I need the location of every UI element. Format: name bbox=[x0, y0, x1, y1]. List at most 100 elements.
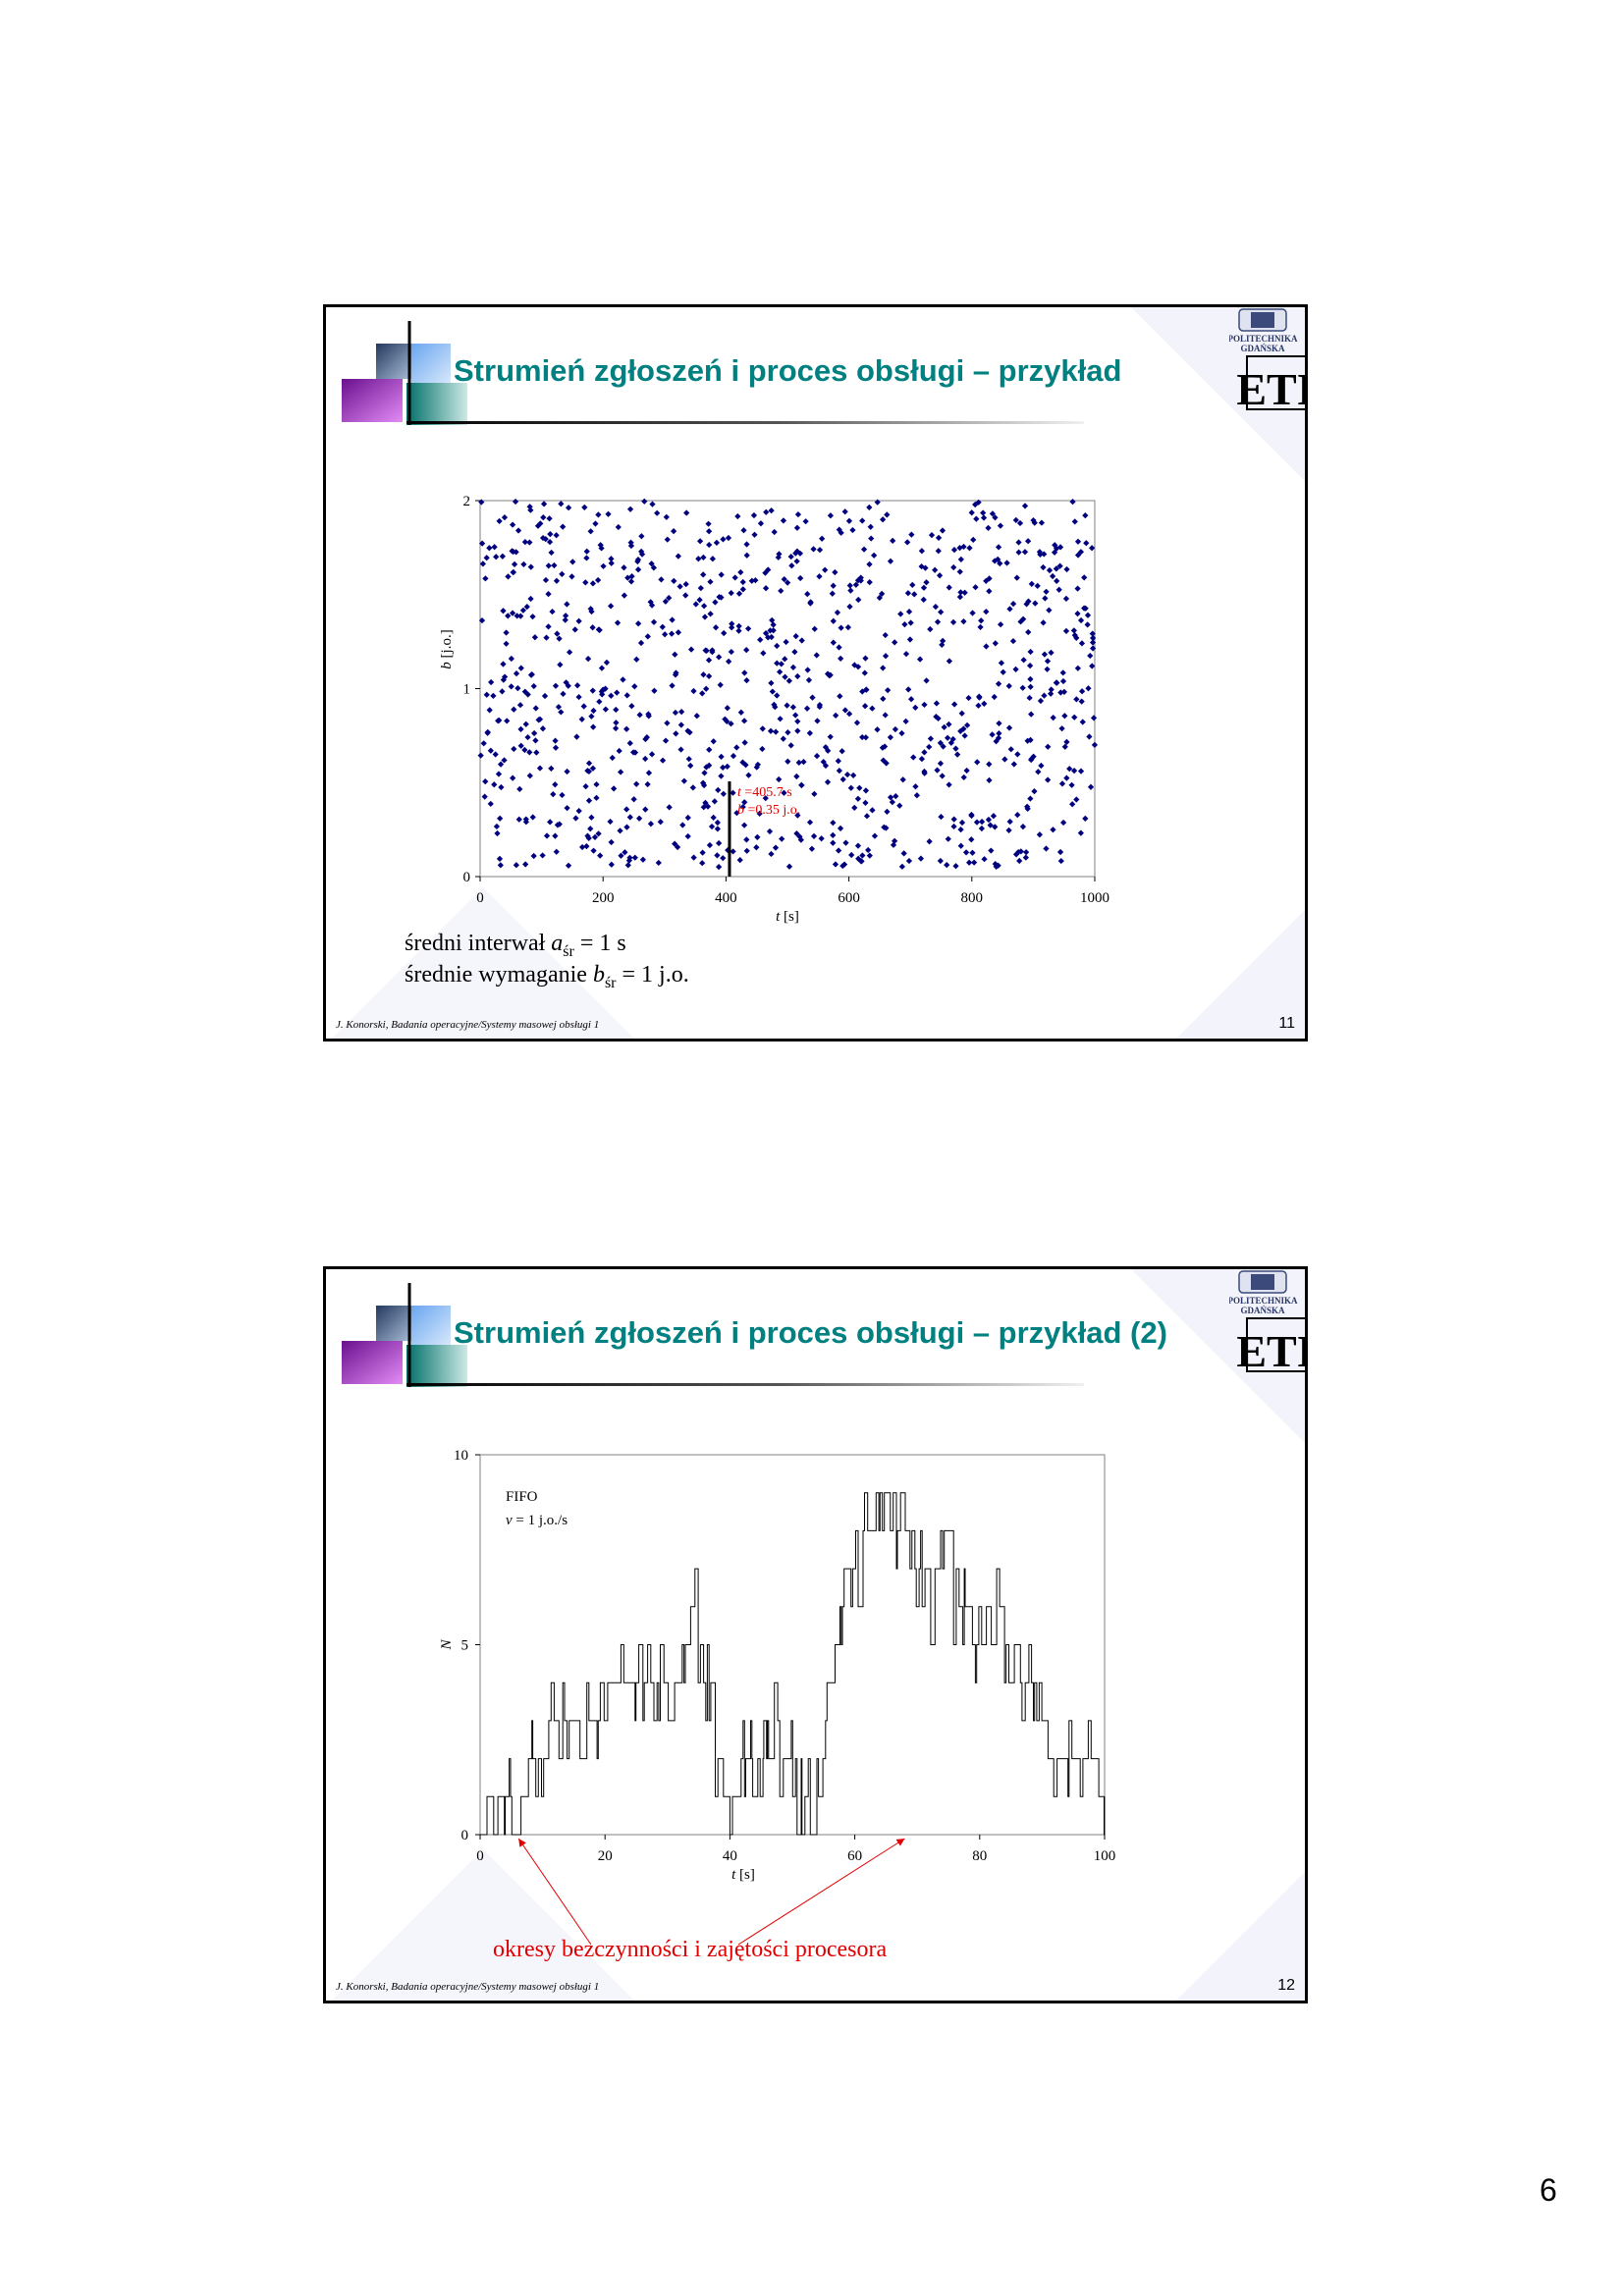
scatter-point bbox=[1025, 598, 1032, 605]
title-underline bbox=[406, 421, 1084, 424]
scatter-point bbox=[952, 863, 959, 870]
scatter-point bbox=[593, 794, 600, 801]
scatter-point bbox=[762, 795, 769, 802]
scatter-point bbox=[700, 554, 707, 561]
scatter-point bbox=[858, 858, 865, 865]
scatter-point bbox=[770, 621, 777, 628]
scatter-point bbox=[618, 852, 624, 859]
scatter-point bbox=[988, 847, 995, 854]
x-tick-label: 0 bbox=[476, 890, 484, 906]
scatter-point bbox=[1024, 805, 1031, 812]
scatter-point bbox=[905, 857, 913, 865]
logo-text-politechnika: POLITECHNIKA bbox=[1229, 334, 1298, 344]
scatter-point bbox=[608, 861, 615, 868]
scatter-point bbox=[1015, 549, 1022, 556]
scatter-point bbox=[917, 855, 925, 862]
scatter-point bbox=[575, 808, 582, 815]
idle-busy-periods-note: okresy bezczynności i zajętości procesor… bbox=[493, 1937, 888, 1962]
queue-length-series bbox=[480, 1492, 1106, 1836]
scatter-point bbox=[673, 669, 679, 676]
scatter-point bbox=[711, 798, 718, 805]
scatter-point bbox=[1037, 551, 1044, 558]
scatter-point bbox=[1078, 698, 1085, 705]
scatter-point bbox=[1010, 761, 1017, 768]
scatter-point bbox=[809, 694, 816, 701]
x-tick-label: 0 bbox=[476, 1848, 484, 1864]
scatter-point bbox=[1021, 503, 1029, 509]
scatter-point bbox=[1059, 819, 1067, 827]
scatter-point bbox=[533, 749, 540, 756]
slide-background-decoration bbox=[332, 1269, 1305, 2001]
scatter-point bbox=[927, 625, 934, 633]
scatter-point bbox=[1046, 607, 1053, 614]
scatter-point bbox=[939, 773, 946, 779]
scatter-point bbox=[882, 631, 889, 639]
scatter-point bbox=[1005, 827, 1012, 833]
logo-text-gdanska: GDAŃSKA bbox=[1240, 344, 1285, 353]
scatter-point bbox=[926, 838, 933, 845]
scatter-point bbox=[588, 814, 595, 821]
scatter-point bbox=[1040, 563, 1047, 571]
scatter-point bbox=[859, 852, 866, 859]
scatter-point bbox=[944, 861, 950, 869]
scatter-point bbox=[540, 501, 548, 507]
scatter-point bbox=[866, 561, 873, 567]
scatter-point bbox=[589, 624, 596, 631]
y-tick-label: 10 bbox=[454, 1448, 468, 1464]
scatter-point bbox=[1027, 795, 1034, 802]
scatter-point bbox=[710, 814, 717, 822]
scatter-point bbox=[832, 861, 839, 868]
scatter-point bbox=[684, 832, 691, 840]
scatter-point bbox=[1074, 538, 1082, 545]
scatter-point bbox=[1071, 518, 1078, 525]
scatter-point bbox=[1062, 595, 1070, 602]
scatter-point bbox=[1082, 815, 1089, 822]
scatter-point bbox=[1048, 649, 1055, 657]
scatter-point bbox=[574, 682, 581, 689]
scatter-point bbox=[585, 760, 593, 767]
annotation-requirement: b =0.35 j.o. bbox=[737, 803, 800, 818]
scatter-point bbox=[912, 783, 919, 790]
scatter-point bbox=[635, 815, 643, 822]
scatter-point bbox=[776, 551, 783, 558]
scatter-point bbox=[853, 720, 861, 726]
scatter-point bbox=[937, 857, 944, 865]
y-tick-label: 1 bbox=[463, 682, 471, 698]
y-tick-label: 5 bbox=[461, 1638, 469, 1654]
slide-background-decoration bbox=[332, 307, 1305, 1039]
scatter-point bbox=[1017, 848, 1024, 855]
scatter-point bbox=[883, 760, 890, 767]
scatter-point bbox=[840, 861, 848, 868]
arrow-idle-period bbox=[517, 1838, 592, 1946]
scatter-point bbox=[718, 773, 725, 779]
scatter-point bbox=[1016, 857, 1023, 865]
scatter-point bbox=[1090, 634, 1097, 642]
scatter-point bbox=[969, 610, 976, 616]
scatter-point bbox=[845, 711, 853, 718]
scatter-point bbox=[957, 556, 964, 563]
scatter-point bbox=[662, 737, 670, 744]
scatter-point bbox=[966, 859, 973, 866]
scatter-point bbox=[729, 620, 735, 627]
scatter-point bbox=[718, 571, 725, 578]
scatter-point bbox=[938, 609, 945, 615]
y-tick-label: 2 bbox=[463, 494, 471, 509]
scatter-point bbox=[1070, 627, 1077, 634]
scatter-point bbox=[1085, 685, 1092, 692]
scatter-point bbox=[969, 849, 976, 856]
scatter-point bbox=[672, 651, 678, 658]
scatter-point bbox=[1014, 811, 1021, 819]
scatter-point bbox=[950, 823, 957, 830]
scatter-point bbox=[1056, 562, 1063, 569]
scatter-point bbox=[995, 734, 1002, 742]
scatter-point bbox=[973, 819, 981, 826]
scatter-point bbox=[706, 746, 713, 753]
footer-author: J. Konorski, Badania operacyjne/Systemy … bbox=[336, 1019, 600, 1031]
scatter-point bbox=[1042, 595, 1049, 602]
scatter-point bbox=[962, 849, 970, 856]
scatter-point bbox=[1028, 580, 1035, 587]
scatter-point bbox=[602, 685, 609, 692]
scatter-point bbox=[1023, 849, 1030, 856]
scatter-point bbox=[792, 632, 799, 640]
scatter-point bbox=[631, 854, 638, 861]
